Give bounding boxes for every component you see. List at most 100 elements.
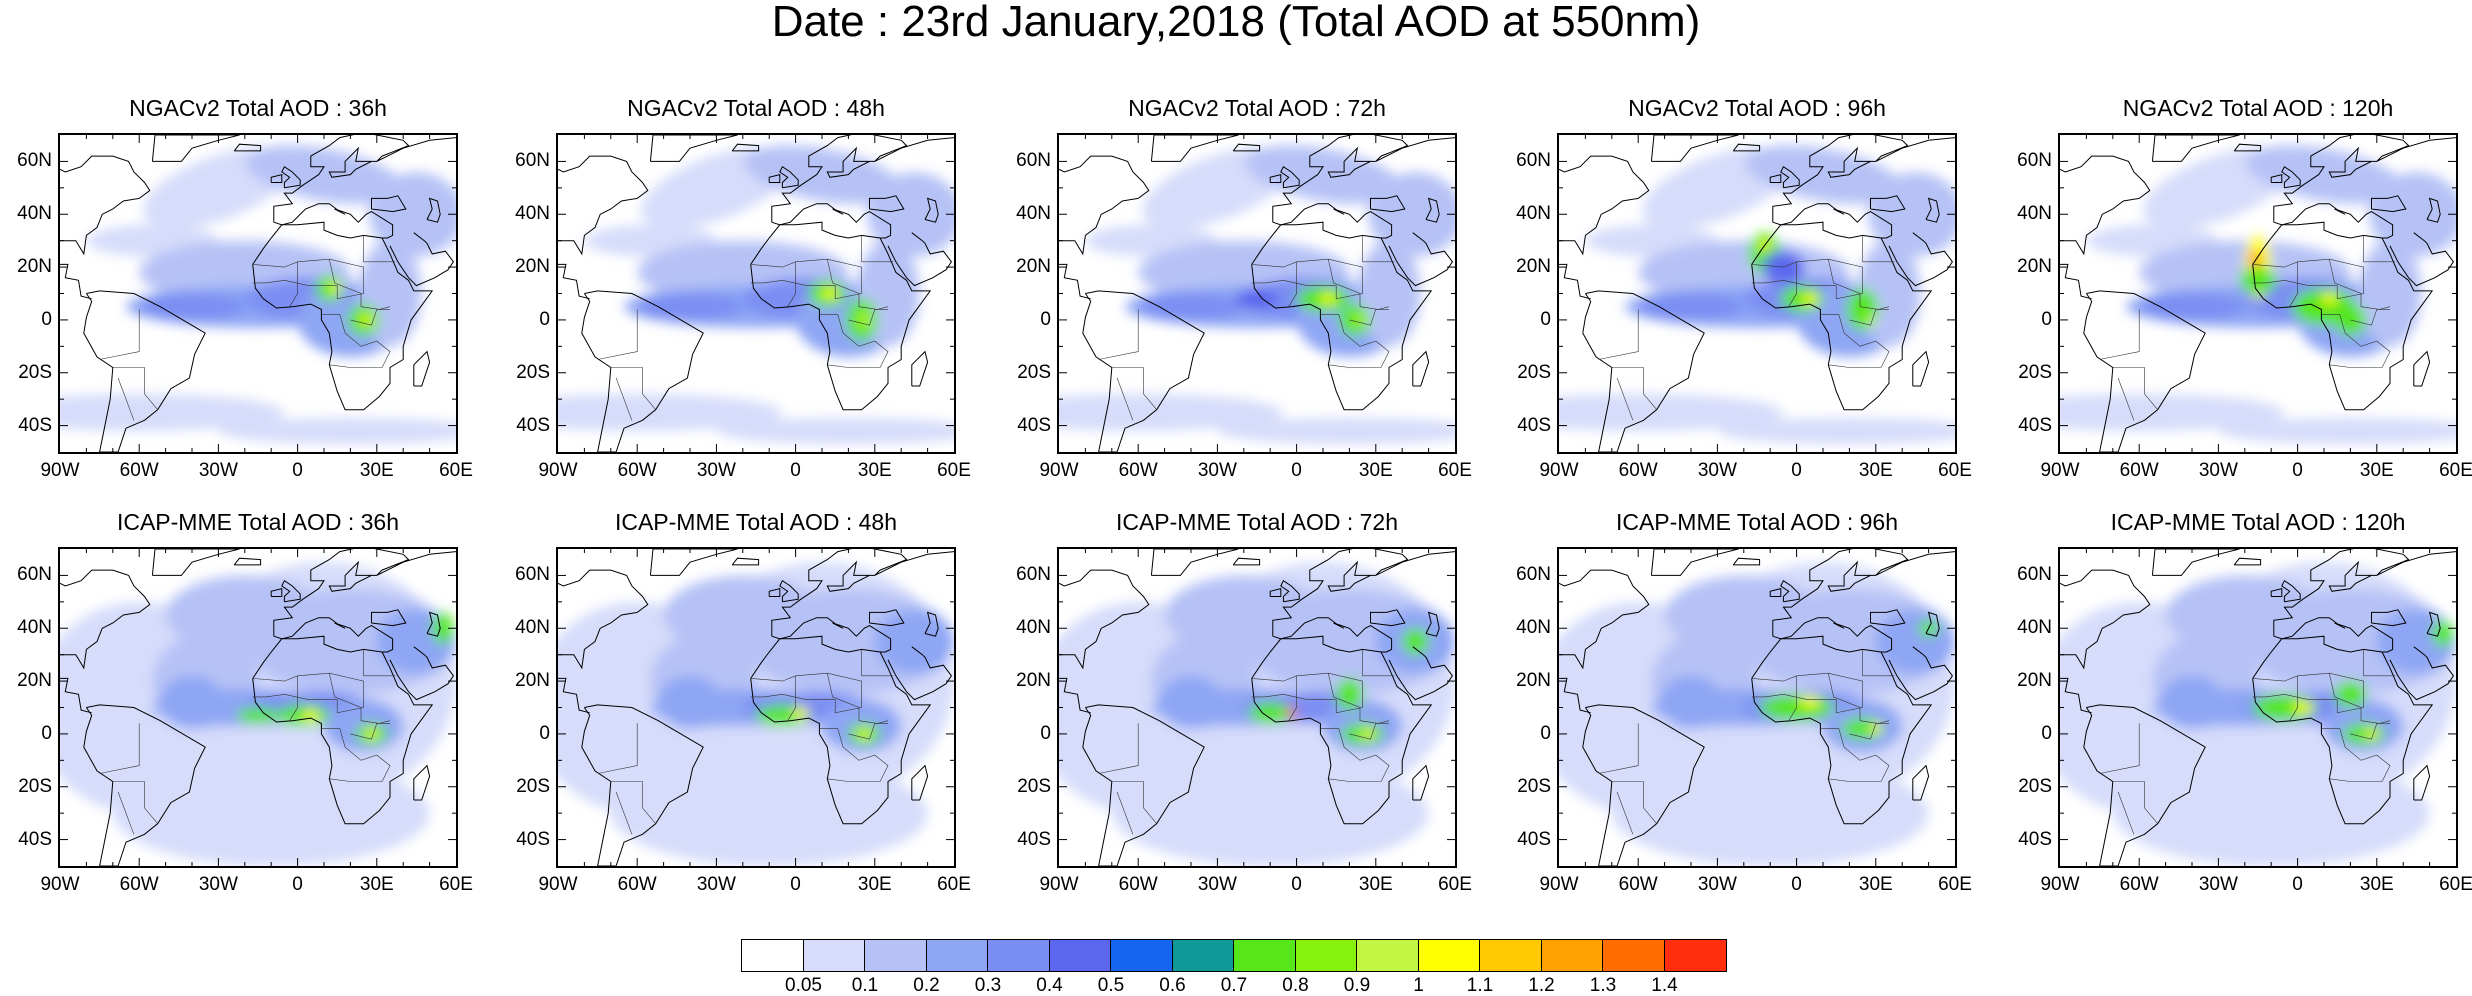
country-border <box>2321 728 2391 782</box>
aod-field-patch <box>1867 172 1955 257</box>
country-border <box>597 723 638 774</box>
coastline <box>779 579 799 603</box>
longitude-label: 90W <box>1539 874 1579 895</box>
map-panel: NGACv2 Total AOD : 96h 60N 40N 20N 0 20S 40S 90… <box>1516 95 1972 481</box>
latitude-label: 40N <box>2017 203 2052 225</box>
aod-field-patch <box>1286 707 1297 719</box>
coastline <box>771 203 892 239</box>
longitude-label: 60E <box>1438 874 1472 895</box>
longitude-label: 90W <box>40 460 80 481</box>
coastline <box>558 677 590 714</box>
coastline <box>273 135 456 223</box>
latitude-label: 0 <box>539 722 550 744</box>
country-border <box>1251 672 1363 714</box>
panel-title: NGACv2 Total AOD : 48h <box>627 95 885 121</box>
aod-field-patch <box>1320 293 1337 305</box>
country-border <box>819 314 889 368</box>
aod-field-patch <box>866 172 954 257</box>
coastline <box>1912 350 1930 387</box>
latitude-label: 60N <box>1516 150 1551 172</box>
colorbar-tick-label: 1.3 <box>1589 975 1617 996</box>
panel-title: ICAP-MME Total AOD : 36h <box>116 509 400 535</box>
coastline <box>413 764 431 801</box>
country-border <box>1320 728 1390 782</box>
country-border <box>99 309 140 360</box>
aod-field-patch <box>2112 760 2430 866</box>
latitude-label: 40N <box>2017 617 2052 639</box>
coastline <box>581 290 704 452</box>
map-plot-area <box>58 547 458 868</box>
coastline <box>1272 203 1393 239</box>
coastline <box>1059 263 1091 300</box>
country-border <box>848 309 888 326</box>
aod-field-patch <box>160 675 224 729</box>
latitude-label: 40S <box>1017 828 1051 850</box>
colorbar-tick-label: 0.7 <box>1220 975 1248 996</box>
aod-field-patch <box>1402 628 1429 655</box>
country-border <box>112 367 158 410</box>
latitude-label: 40N <box>515 203 550 225</box>
map-plot-area <box>2058 547 2458 868</box>
country-border <box>827 259 889 310</box>
longitude-label: 0 <box>292 460 303 481</box>
coastline <box>1082 290 1205 452</box>
map-plot-area <box>1557 547 1957 868</box>
latitude-label: 40S <box>2018 414 2052 436</box>
coastline <box>1388 232 1454 287</box>
coastline <box>1870 609 1906 627</box>
aod-field-patch <box>276 704 330 726</box>
coastline <box>1751 221 1933 411</box>
map-panel: ICAP-MME Total AOD : 96h 60N 40N 20N 0 20S 40S… <box>1516 509 1972 895</box>
coastline <box>2273 203 2394 239</box>
longitude-label: 30E <box>1358 460 1393 481</box>
coastline <box>1559 677 1591 714</box>
longitude-label: 60W <box>1118 460 1158 481</box>
coastline <box>2281 579 2301 603</box>
latitude-label: 60N <box>515 150 550 172</box>
coastline <box>1280 579 1300 603</box>
latitude-label: 20S <box>2018 775 2052 797</box>
latitude-label: 0 <box>2041 308 2052 330</box>
country-border <box>112 781 158 824</box>
colorbar-swatch <box>1541 940 1603 971</box>
coastline <box>2273 549 2456 637</box>
country-border <box>610 367 656 410</box>
coastline <box>1272 617 1393 653</box>
longitude-label: 30E <box>857 874 892 895</box>
latitude-label: 40S <box>18 828 52 850</box>
aod-field-patch <box>2252 694 2317 721</box>
aod-field-patch <box>112 760 430 866</box>
aod-field-patch <box>1217 417 1455 445</box>
coastline <box>731 143 760 152</box>
coastline <box>2413 350 2431 387</box>
country-border <box>329 673 391 724</box>
aod-field-patch <box>1846 288 1879 331</box>
coastline <box>1772 203 1893 239</box>
latitude-label: 20N <box>17 670 52 692</box>
coastline <box>371 609 407 627</box>
coastline <box>768 587 781 597</box>
colorbar-swatch <box>742 940 804 971</box>
longitude-label: 0 <box>292 874 303 895</box>
aod-field-patch <box>822 288 838 299</box>
coastline <box>2270 587 2283 597</box>
aod-field-patch <box>2358 240 2422 347</box>
coastline <box>252 635 434 825</box>
coastline <box>1888 232 1954 287</box>
map-panel: NGACv2 Total AOD : 120h 60N 40N 20N 0 20S 40S 9… <box>2017 95 2472 481</box>
aod-field-patch <box>637 293 743 320</box>
country-border <box>1788 675 1797 721</box>
aod-field-patch <box>2160 675 2224 729</box>
country-border <box>1788 261 1797 307</box>
map-plot-area <box>2058 133 2458 454</box>
longitude-label: 30W <box>2198 460 2238 481</box>
country-border <box>1828 673 1890 724</box>
map-plot-area <box>556 133 956 454</box>
aod-field-patch <box>1354 314 1366 326</box>
aod-field-patch <box>1341 723 1384 745</box>
figure-title: Date : 23rd January,2018 (Total AOD at 5… <box>771 0 1701 46</box>
latitude-label: 0 <box>1540 308 1551 330</box>
aod-field-patch <box>218 417 456 445</box>
colorbar-tick-label: 1.1 <box>1466 975 1494 996</box>
aod-field-patch <box>2060 393 2285 431</box>
